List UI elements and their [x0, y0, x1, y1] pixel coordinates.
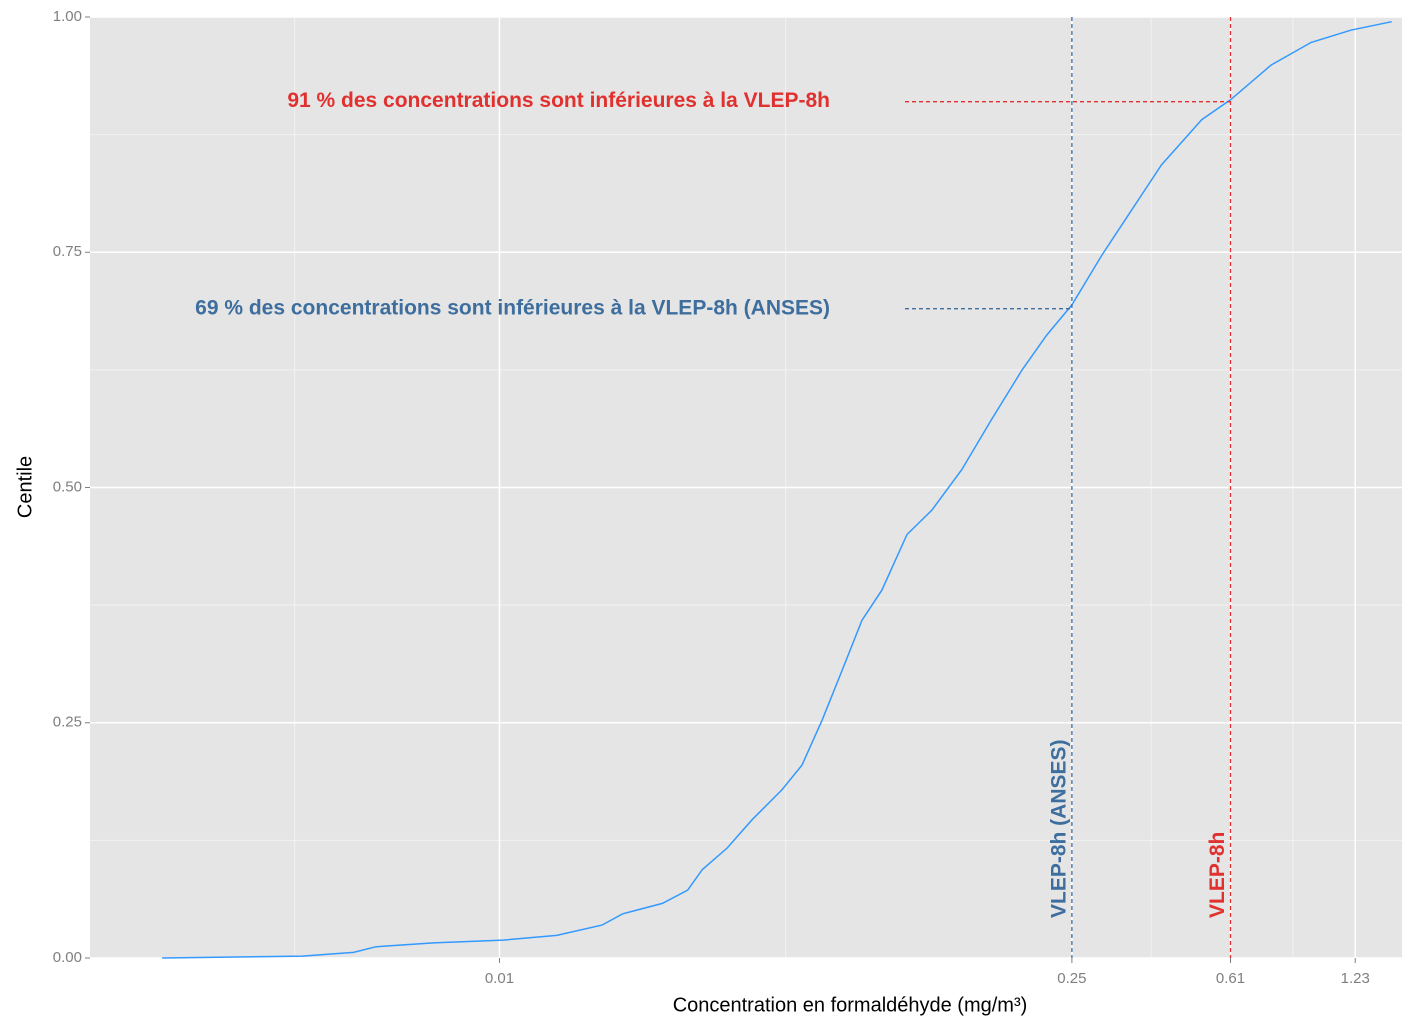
- x-tick-label: 0.01: [485, 970, 514, 987]
- y-tick-label: 0.75: [53, 243, 82, 260]
- x-axis-label: Concentration en formaldéhyde (mg/m³): [673, 994, 1028, 1016]
- annotation: 69 % des concentrations sont inférieures…: [195, 296, 830, 319]
- annotation: 91 % des concentrations sont inférieures…: [287, 89, 830, 112]
- y-tick-label: 1.00: [53, 8, 82, 25]
- x-tick-label: 1.23: [1341, 970, 1370, 987]
- y-tick-label: 0.25: [53, 714, 82, 731]
- reference-label: VLEP-8h: [1206, 832, 1229, 918]
- y-tick-label: 0.50: [53, 478, 82, 495]
- x-tick-label: 0.25: [1057, 970, 1086, 987]
- y-tick-label: 0.00: [53, 949, 82, 966]
- ecdf-line: [162, 20, 1392, 959]
- x-tick-label: 0.61: [1216, 970, 1245, 987]
- y-axis-label: Centile: [14, 456, 36, 518]
- reference-label: VLEP-8h (ANSES): [1047, 739, 1070, 918]
